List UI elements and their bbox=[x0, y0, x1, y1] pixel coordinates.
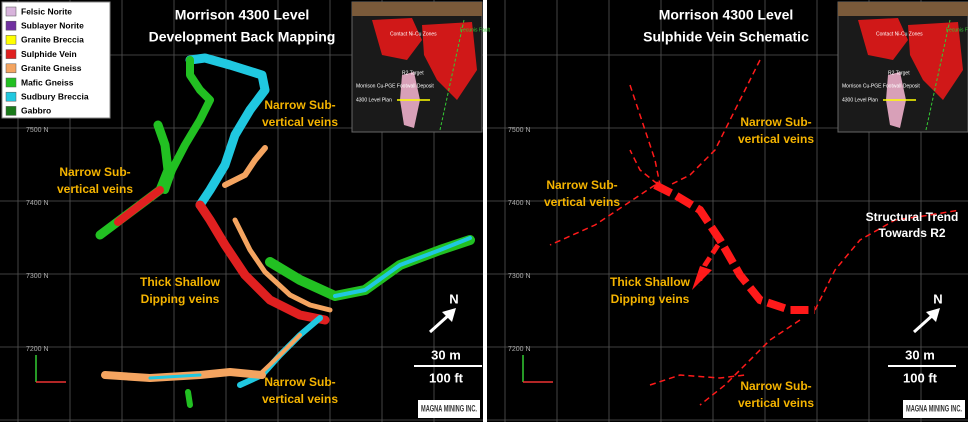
annotation: Thick Shallow bbox=[140, 275, 221, 289]
annotation: Towards R2 bbox=[878, 226, 945, 240]
annotation: Structural Trend bbox=[866, 210, 959, 224]
annotation: vertical veins bbox=[738, 396, 814, 410]
legend-swatch bbox=[5, 63, 17, 74]
inset-label: R2 Target bbox=[888, 70, 910, 76]
legend-items: Felsic Norite Sublayer Norite Granite Brec… bbox=[5, 6, 89, 116]
northing-label: 7200 N bbox=[26, 346, 49, 353]
legend bbox=[1, 1, 111, 119]
scale-label: 100 ft bbox=[903, 370, 938, 385]
legend-label: Gabbro bbox=[21, 106, 51, 116]
annotation: vertical veins bbox=[57, 182, 133, 196]
scale-label: 30 m bbox=[431, 347, 461, 362]
northing-label: 7300 N bbox=[508, 273, 531, 280]
annotation: Narrow Sub- bbox=[546, 178, 617, 192]
inset-label: R2 Target bbox=[402, 70, 424, 76]
legend-label: Felsic Norite bbox=[21, 6, 72, 16]
legend-label: Sublayer Norite bbox=[21, 20, 84, 30]
arrowhead bbox=[692, 266, 712, 290]
legend-swatch bbox=[5, 77, 17, 88]
north-label: N bbox=[449, 291, 458, 306]
legend-swatch bbox=[5, 6, 17, 17]
north-arrow bbox=[912, 312, 936, 334]
panel-furniture: 7500 N 7400 N 7300 N 7200 N Contact Ni-Cu Zo… bbox=[26, 1, 968, 418]
logo-box bbox=[903, 400, 965, 418]
inset-map: Contact Ni-Cu Zones Fecunis Fault R2 Targe… bbox=[351, 1, 491, 133]
annotation: Narrow Sub- bbox=[740, 115, 811, 129]
inset-label: Contact Ni-Cu Zones bbox=[876, 31, 923, 37]
north-arrow bbox=[428, 312, 452, 334]
north-label: N bbox=[933, 291, 942, 306]
inset-label: Morrison Cu-PGE Footwall Deposit bbox=[842, 83, 920, 89]
inset-label: Fecunis Fault bbox=[946, 27, 968, 33]
northing-label: 7400 N bbox=[508, 200, 531, 207]
logo-box bbox=[418, 400, 480, 418]
scale-label: 30 m bbox=[905, 347, 935, 362]
annotation: vertical veins bbox=[544, 195, 620, 209]
legend-label: Granite Breccia bbox=[21, 35, 84, 45]
northing-label: 7400 N bbox=[26, 200, 49, 207]
inset-label: Fecunis Fault bbox=[460, 27, 491, 33]
inset-label: Contact Ni-Cu Zones bbox=[390, 31, 437, 37]
annotation: vertical veins bbox=[738, 132, 814, 146]
annotation: Narrow Sub- bbox=[264, 375, 335, 389]
inset-fault bbox=[925, 19, 951, 131]
title: Sulphide Vein Schematic bbox=[643, 29, 809, 45]
scale-label: 100 ft bbox=[429, 370, 464, 385]
northing-label: 7300 N bbox=[26, 273, 49, 280]
north-arrowhead bbox=[442, 308, 456, 322]
inset-label: Morrison Cu-PGE Footwall Deposit bbox=[356, 83, 434, 89]
legend-label: Mafic Gneiss bbox=[21, 77, 74, 87]
title: Morrison 4300 Level bbox=[659, 7, 794, 23]
legend-swatch bbox=[5, 49, 17, 59]
legend-swatch bbox=[5, 35, 17, 45]
annotation: Narrow Sub- bbox=[59, 165, 130, 179]
annotation: Narrow Sub- bbox=[740, 379, 811, 393]
legend-label: Sulphide Vein bbox=[21, 49, 77, 59]
annotation: Dipping veins bbox=[611, 292, 690, 306]
title: Development Back Mapping bbox=[149, 29, 336, 45]
annotation: vertical veins bbox=[262, 115, 338, 129]
annotation: vertical veins bbox=[262, 392, 338, 406]
title: Morrison 4300 Level bbox=[175, 7, 310, 23]
legend-swatch bbox=[5, 91, 17, 102]
inset-fault bbox=[439, 19, 465, 131]
legend-label: Sudbury Breccia bbox=[21, 91, 89, 101]
annotation: Dipping veins bbox=[141, 292, 220, 306]
inset-map: Contact Ni-Cu Zones Fecunis Fault R2 Targe… bbox=[837, 1, 968, 133]
vein-schematic bbox=[549, 59, 961, 406]
northing-label: 7200 N bbox=[508, 346, 531, 353]
vein-mapping bbox=[95, 53, 475, 408]
legend-label: Granite Gneiss bbox=[21, 63, 82, 73]
annotation: Narrow Sub- bbox=[264, 98, 335, 112]
logo: MAGNA MINING INC. bbox=[421, 403, 477, 413]
northing-label: 7500 N bbox=[508, 127, 531, 134]
inset-label: 4300 Level Plan bbox=[356, 97, 392, 103]
inset-surface bbox=[838, 2, 968, 16]
inset-surface bbox=[352, 2, 482, 16]
inset-label: 4300 Level Plan bbox=[842, 97, 878, 103]
annotation: Thick Shallow bbox=[610, 275, 691, 289]
logo: MAGNA MINING INC. bbox=[906, 403, 962, 413]
legend-swatch bbox=[5, 20, 17, 31]
north-arrowhead bbox=[926, 308, 940, 322]
northing-label: 7500 N bbox=[26, 127, 49, 134]
legend-swatch bbox=[5, 106, 17, 116]
grid bbox=[487, 0, 968, 422]
